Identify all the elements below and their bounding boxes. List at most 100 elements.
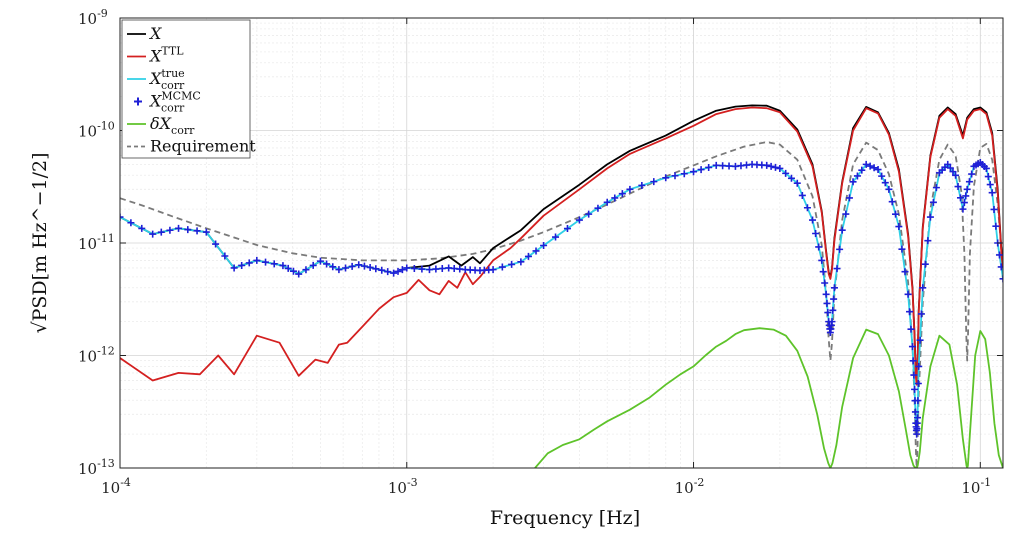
mcmc-marker	[323, 260, 331, 268]
mcmc-marker	[585, 210, 593, 218]
mcmc-marker	[858, 166, 866, 174]
legend-entry-requirement: Requirement	[127, 137, 256, 156]
mcmc-marker	[881, 179, 889, 187]
mcmc-marker	[372, 265, 380, 273]
mcmc-marker	[120, 213, 124, 221]
mcmc-marker	[787, 174, 795, 182]
mcmc-marker	[984, 173, 992, 181]
y-axis-label: √PSD[m Hz^−1/2]	[29, 152, 51, 333]
mcmc-marker	[982, 164, 990, 172]
y-tick-label: 10-13	[78, 457, 115, 478]
mcmc-marker	[270, 260, 278, 268]
mcmc-marker	[910, 371, 918, 379]
mcmc-marker	[394, 267, 402, 275]
mcmc-marker	[892, 210, 900, 218]
mcmc-marker	[952, 171, 960, 179]
mcmc-marker	[763, 161, 771, 169]
mcmc-marker	[824, 309, 832, 317]
mcmc-marker	[767, 162, 775, 170]
x-tick-label: 10-3	[388, 476, 418, 497]
mcmc-marker	[719, 162, 727, 170]
mcmc-marker	[626, 185, 634, 193]
mcmc-marker	[990, 205, 998, 213]
mcmc-marker	[822, 290, 830, 298]
mcmc-marker	[999, 275, 1003, 283]
mcmc-marker	[508, 260, 516, 268]
mcmc-marker	[833, 265, 841, 273]
mcmc-marker	[815, 243, 823, 251]
mcmc-marker	[563, 225, 571, 233]
mcmc-marker	[908, 343, 916, 351]
legend-label: XMCMC corr	[148, 90, 201, 115]
mcmc-marker	[309, 261, 317, 269]
mcmc-marker	[418, 265, 426, 273]
mcmc-marker	[680, 170, 688, 178]
mcmc-marker	[202, 228, 210, 236]
mcmc-marker	[949, 168, 957, 176]
mcmc-marker	[127, 219, 135, 227]
mcmc-marker	[809, 216, 817, 224]
mcmc-marker	[355, 261, 363, 269]
mcmc-marker	[157, 228, 165, 236]
series-x-corr-line	[534, 327, 1003, 468]
tick-labels: 10-4 10-3 10-2 10-1 10-13 10-12 10-11 10-10 10-9	[78, 7, 991, 497]
mcmc-marker	[895, 223, 903, 231]
mcmc-marker	[803, 204, 811, 212]
mcmc-marker	[366, 263, 374, 271]
mcmc-marker	[866, 162, 874, 170]
mcmc-marker	[995, 251, 1003, 259]
mcmc-marker	[175, 224, 183, 232]
y-tick-label: 10-9	[78, 7, 108, 28]
mcmc-marker	[262, 258, 270, 266]
mcmc-marker	[384, 268, 392, 276]
mcmc-marker	[390, 269, 398, 277]
legend-label: Requirement	[150, 137, 256, 156]
mcmc-marker	[725, 162, 733, 170]
mcmc-marker	[360, 262, 368, 270]
mcmc-marker	[776, 164, 784, 172]
mcmc-marker	[348, 262, 356, 270]
mcmc-marker	[914, 380, 922, 387]
legend-entry-x-corr-true: Xtrue corr	[127, 67, 185, 92]
mcmc-marker	[836, 245, 844, 253]
mcmc-marker	[849, 178, 857, 186]
mcmc-marker	[968, 170, 976, 178]
mcmc-marker	[432, 265, 440, 273]
mcmc-marker	[919, 284, 927, 292]
mcmc-marker	[819, 268, 827, 276]
mcmc-marker	[954, 183, 962, 191]
legend-box	[121, 19, 251, 159]
mcmc-marker	[212, 240, 220, 248]
x-tick-label: 10-1	[961, 476, 991, 497]
mcmc-marker	[603, 198, 611, 206]
mcmc-marker	[917, 310, 925, 318]
series-x-corr-mcmc-markers	[120, 158, 1003, 438]
mcmc-marker	[878, 172, 886, 180]
mcmc-marker	[316, 257, 324, 265]
mcmc-marker	[410, 265, 418, 273]
mcmc-marker	[992, 222, 1000, 230]
mcmc-marker	[149, 230, 157, 238]
legend-label: XTTL	[148, 45, 184, 66]
mcmc-marker	[898, 245, 906, 253]
mcmc-marker	[914, 414, 922, 422]
mcmc-marker	[888, 198, 896, 206]
mcmc-marker	[618, 190, 626, 198]
mcmc-marker	[594, 204, 602, 212]
mcmc-marker	[960, 199, 968, 207]
mcmc-marker	[909, 357, 917, 365]
mcmc-marker	[932, 184, 940, 192]
mcmc-marker	[771, 163, 779, 171]
y-tick-label: 10-11	[78, 232, 115, 253]
mcmc-marker	[193, 227, 201, 235]
mcmc-marker	[862, 160, 870, 168]
mcmc-marker	[575, 216, 583, 224]
mcmc-marker	[842, 210, 850, 218]
mcmc-marker	[398, 266, 406, 274]
mcmc-marker	[524, 252, 532, 260]
mcmc-marker	[988, 189, 996, 197]
mcmc-marker	[812, 230, 820, 237]
mcmc-marker	[823, 299, 831, 307]
